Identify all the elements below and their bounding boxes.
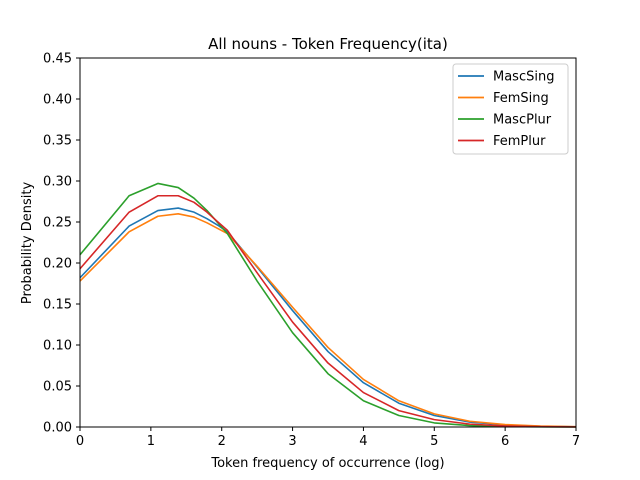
series-line-mascsing bbox=[79, 207, 577, 428]
x-tick-label: 5 bbox=[430, 434, 438, 449]
y-tick-label: 0.35 bbox=[43, 134, 72, 149]
x-tick-label: 1 bbox=[147, 434, 155, 449]
x-tick-label: 6 bbox=[501, 434, 509, 449]
y-tick-label: 0.10 bbox=[43, 339, 72, 354]
y-axis-label: Probability Density bbox=[20, 182, 35, 305]
chart-title: All nouns - Token Frequency(ita) bbox=[208, 35, 448, 53]
legend: MascSing FemSing MascPlur FemPlur bbox=[452, 63, 569, 155]
x-tick-label: 4 bbox=[359, 434, 367, 449]
y-tick-label: 0.40 bbox=[43, 93, 72, 108]
y-tick-label: 0.25 bbox=[43, 216, 72, 231]
x-tick-label: 0 bbox=[76, 434, 84, 449]
legend-label-mascsing: MascSing bbox=[493, 70, 554, 85]
x-axis-label: Token frequency of occurrence (log) bbox=[210, 456, 444, 471]
x-tick-label: 3 bbox=[288, 434, 296, 449]
plot-area: 0 1 2 3 4 5 6 7 0.00 0.05 0.10 0.15 0.20 0.25 0.30 0.35… bbox=[43, 52, 580, 450]
y-tick-label: 0.00 bbox=[43, 421, 72, 436]
y-tick-label: 0.15 bbox=[43, 298, 72, 313]
y-tick-label: 0.20 bbox=[43, 257, 72, 272]
y-tick-label: 0.05 bbox=[43, 380, 72, 395]
legend-box bbox=[452, 63, 569, 155]
series-line-mascplur bbox=[79, 182, 577, 428]
legend-label-mascplur: MascPlur bbox=[493, 113, 552, 128]
series-line-femsing bbox=[79, 213, 577, 428]
y-tick-label: 0.45 bbox=[43, 52, 72, 67]
legend-label-femsing: FemSing bbox=[493, 91, 549, 106]
x-tick-label: 7 bbox=[572, 434, 580, 449]
y-tick-label: 0.30 bbox=[43, 175, 72, 190]
legend-label-femplur: FemPlur bbox=[493, 134, 546, 149]
series-line-femplur bbox=[79, 194, 577, 428]
plot-frame bbox=[79, 57, 577, 428]
x-tick-label: 2 bbox=[218, 434, 226, 449]
